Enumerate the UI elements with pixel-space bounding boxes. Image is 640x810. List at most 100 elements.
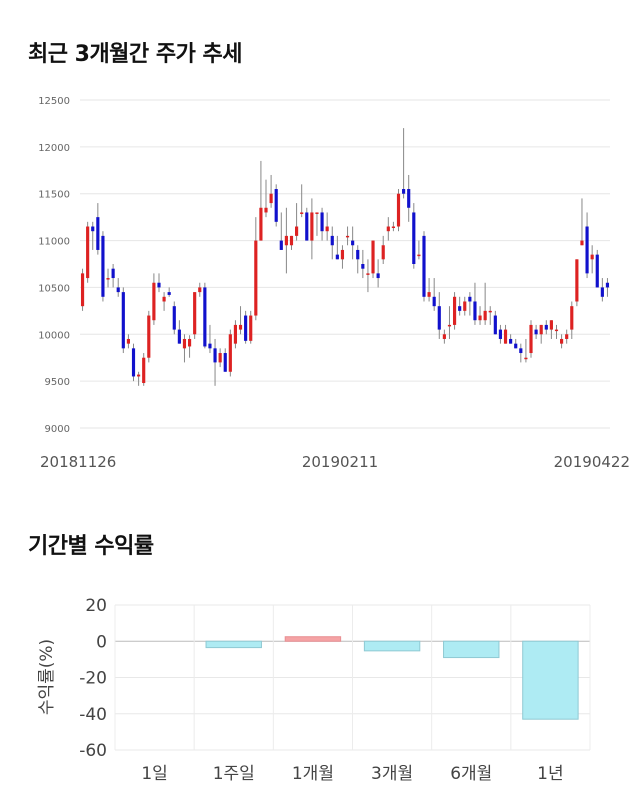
candle-body <box>162 296 166 302</box>
y-tick-label: 11000 <box>38 237 70 248</box>
candle-body <box>458 306 462 311</box>
candle-body <box>427 292 431 297</box>
candle-body <box>244 315 248 341</box>
x-category-label: 6개월 <box>450 764 492 784</box>
candle-body <box>279 240 283 250</box>
candle-body <box>106 278 110 280</box>
candle-body <box>565 334 569 339</box>
candle-body <box>274 189 278 222</box>
candle-body <box>131 348 136 377</box>
candle-body <box>182 338 187 349</box>
y-tick-label: 12000 <box>38 143 70 154</box>
price-trend-title: 최근 3개월간 주가 추세 <box>28 42 242 67</box>
candle-body <box>519 348 523 354</box>
candle-body <box>264 207 268 213</box>
candle-body <box>580 240 584 246</box>
candle-body <box>208 343 212 349</box>
x-date-label: 20190422 <box>554 453 630 471</box>
candle-body <box>417 254 421 257</box>
candle-body <box>396 193 401 227</box>
x-category-label: 1개월 <box>292 764 334 784</box>
y-tick-label: 9500 <box>45 377 70 388</box>
candle-body <box>213 348 217 363</box>
candle-body <box>539 324 543 335</box>
candle-body <box>361 264 365 269</box>
candle-body <box>167 292 171 295</box>
candle-body <box>142 357 146 384</box>
candle-body <box>310 212 314 241</box>
candle-body <box>463 301 467 311</box>
candle-body <box>80 273 85 307</box>
candle-body <box>600 287 604 297</box>
candle-body <box>575 259 579 302</box>
candle-body <box>468 296 472 302</box>
candle-body <box>447 324 452 327</box>
candle-body <box>590 254 594 260</box>
candle-body <box>386 226 390 232</box>
candle-body <box>351 240 355 246</box>
y-axis-label: 수익률(%) <box>37 639 57 715</box>
y-tick-label: 9000 <box>45 424 70 435</box>
candle-body <box>524 357 528 360</box>
candle-body <box>233 324 238 344</box>
candle-body <box>554 329 559 332</box>
candle-body <box>223 353 227 372</box>
candle-body <box>437 306 441 330</box>
candle-body <box>478 315 482 321</box>
candle-body <box>295 226 299 236</box>
candle-body <box>86 226 90 279</box>
candle-body <box>330 235 334 246</box>
candle-body <box>320 212 324 232</box>
candle-body <box>305 212 309 241</box>
candle-body <box>402 189 406 194</box>
candle-body <box>605 282 610 288</box>
candle-body <box>228 334 232 372</box>
candle-body <box>126 338 130 344</box>
candle-body <box>356 249 360 260</box>
candle-body <box>570 306 574 330</box>
return-bar <box>284 636 342 642</box>
candle-body <box>111 268 115 279</box>
candle-body <box>529 324 533 354</box>
candle-body <box>137 374 141 377</box>
candle-body <box>116 287 120 293</box>
y-tick-label: -40 <box>79 705 107 725</box>
candle-body <box>432 296 436 307</box>
candle-body <box>203 287 207 347</box>
candle-body <box>560 338 564 344</box>
candle-body <box>325 226 329 232</box>
candle-body <box>300 212 304 214</box>
candle-body <box>101 235 105 297</box>
candle-body <box>187 338 192 347</box>
candle-body <box>371 240 375 274</box>
candle-body <box>91 226 95 232</box>
candle-body <box>488 310 492 313</box>
period-returns-title: 기간별 수익률 <box>28 534 154 559</box>
y-tick-label: -60 <box>79 741 107 761</box>
candle-body <box>198 287 202 293</box>
candle-body <box>509 338 513 344</box>
candle-body <box>452 296 457 325</box>
candle-body <box>345 235 350 238</box>
y-tick-label: 10000 <box>38 330 70 341</box>
candle-body <box>340 249 345 260</box>
candle-body <box>534 329 538 335</box>
y-tick-label: 11500 <box>38 190 70 201</box>
candle-body <box>177 329 181 344</box>
x-category-label: 1일 <box>141 764 167 784</box>
candle-body <box>335 254 339 260</box>
candle-body <box>238 324 243 330</box>
candle-body <box>412 212 416 264</box>
candle-body <box>259 207 263 241</box>
candle-body <box>269 193 273 204</box>
y-tick-label: 0 <box>96 632 107 652</box>
candle-body <box>407 189 411 208</box>
candle-body <box>498 329 503 339</box>
candle-body <box>503 329 508 344</box>
candle-body <box>473 301 477 321</box>
candle-body <box>585 226 589 274</box>
candlestick-chart: 9000 9500 10000 10500 11000 11500 12000 12500 20… <box>38 96 630 471</box>
candle-body <box>483 310 487 321</box>
candle-body <box>121 292 125 349</box>
